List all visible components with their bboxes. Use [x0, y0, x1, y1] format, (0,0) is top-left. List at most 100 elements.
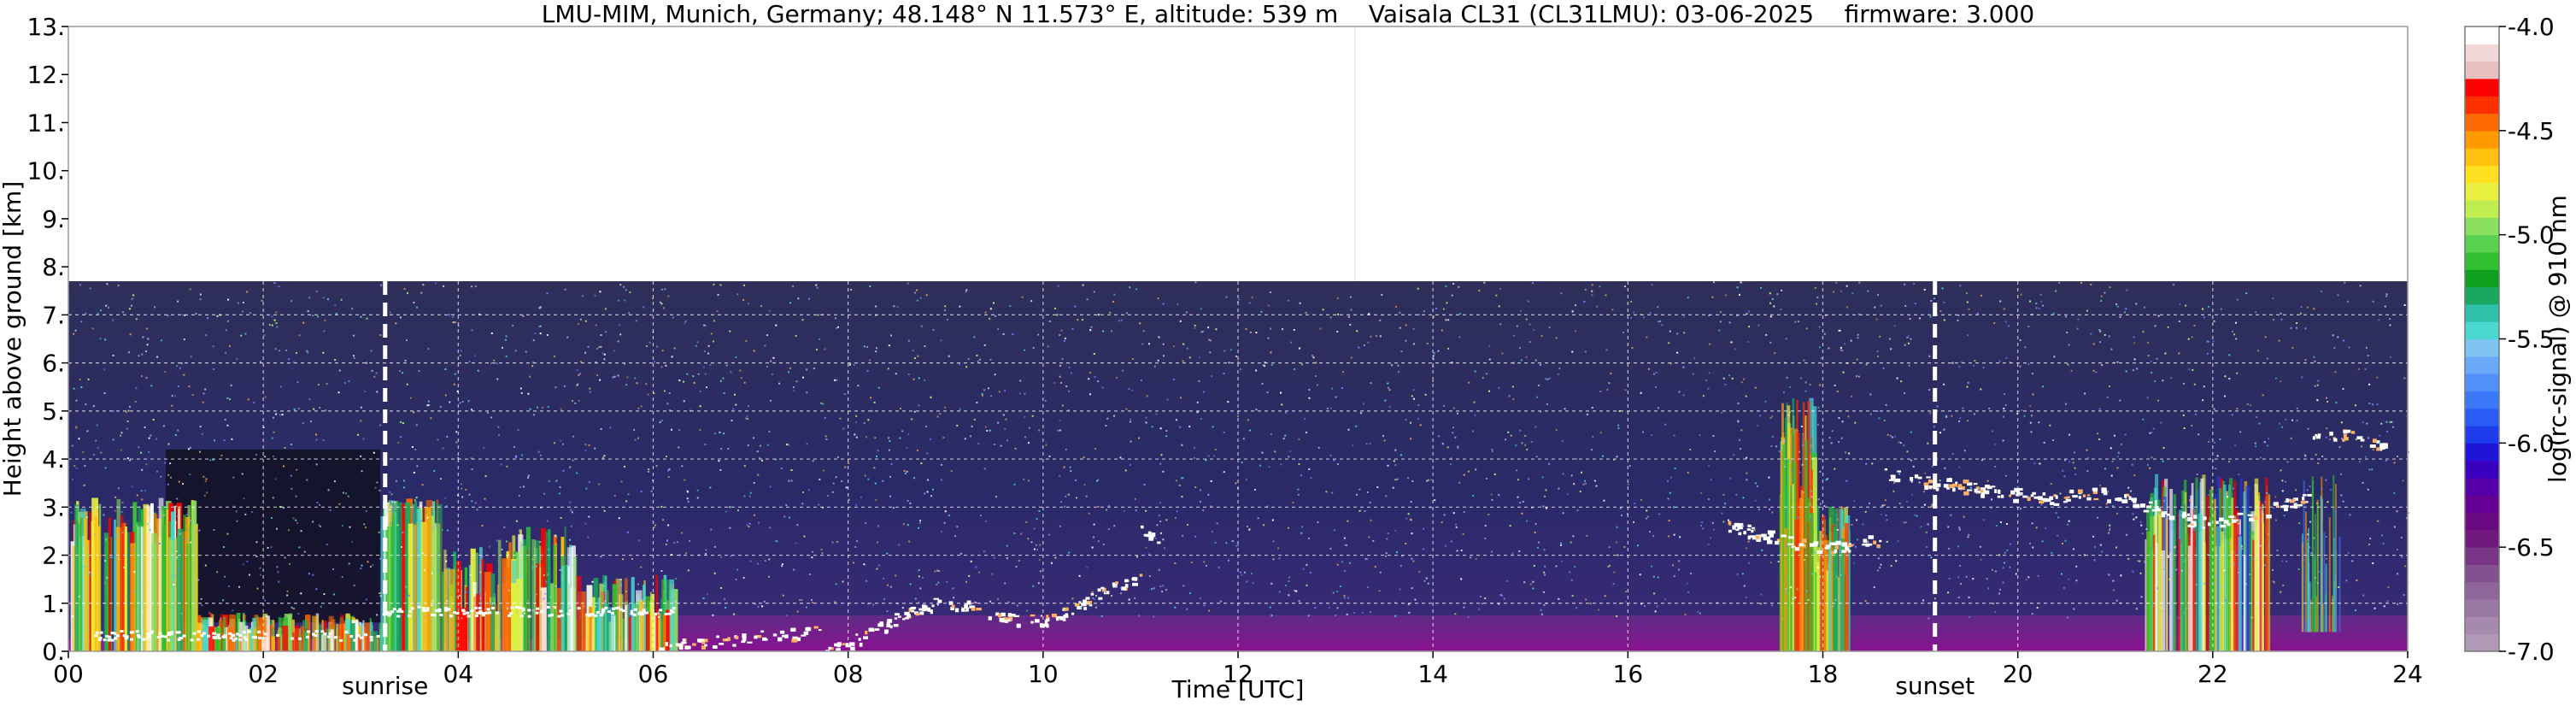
noise-pixel [452, 315, 455, 318]
noise-pixel [1289, 450, 1292, 452]
noise-pixel [1056, 314, 1059, 316]
noise-pixel [546, 292, 549, 295]
noise-pixel [2019, 339, 2021, 342]
noise-pixel [353, 584, 355, 586]
noise-pixel [1748, 310, 1751, 313]
clear-air-patch [166, 449, 381, 623]
noise-pixel [1929, 412, 1932, 415]
noise-pixel [226, 532, 229, 535]
noise-pixel [1669, 476, 1672, 479]
noise-pixel [95, 439, 97, 442]
noise-pixel [522, 315, 525, 317]
noise-pixel [1179, 426, 1182, 428]
cloud-base-speck [1756, 538, 1762, 542]
layer-top-speck [344, 630, 349, 633]
noise-pixel [483, 446, 485, 449]
noise-pixel [177, 429, 179, 432]
noise-pixel [870, 397, 872, 399]
noise-pixel [1610, 373, 1612, 375]
noise-pixel [2064, 539, 2067, 542]
noise-pixel [2092, 535, 2095, 538]
noise-pixel [1012, 615, 1015, 617]
noise-pixel [365, 527, 367, 529]
layer-top-speck [654, 612, 658, 615]
noise-pixel [2180, 569, 2183, 572]
noise-pixel [1786, 376, 1788, 379]
noise-pixel [292, 517, 295, 520]
layer-top-speck [417, 605, 421, 609]
noise-pixel [2151, 432, 2153, 434]
cloud-base-speck [2156, 506, 2159, 510]
noise-pixel [2038, 421, 2040, 424]
noise-pixel [2302, 559, 2304, 562]
noise-pixel [622, 558, 625, 561]
noise-pixel [1534, 426, 1537, 428]
noise-pixel [1306, 431, 1308, 433]
noise-pixel [1392, 486, 1394, 489]
noise-pixel [1543, 603, 1546, 606]
noise-pixel [1036, 549, 1039, 551]
noise-pixel [729, 506, 731, 509]
noise-pixel [2372, 300, 2374, 303]
noise-pixel [1960, 489, 1963, 491]
noise-pixel [1817, 566, 1820, 568]
noise-pixel [875, 499, 877, 502]
noise-pixel [1196, 411, 1199, 414]
noise-pixel [796, 524, 799, 527]
noise-pixel [1742, 525, 1745, 527]
noise-pixel [613, 350, 615, 352]
noise-pixel [1958, 527, 1961, 529]
cloud-base-speck [2300, 500, 2306, 504]
cloud-base-speck [2273, 502, 2279, 506]
cloud-base-speck [1955, 481, 1958, 484]
noise-pixel [2215, 468, 2217, 470]
noise-pixel [1645, 517, 1647, 520]
noise-pixel [937, 581, 940, 584]
noise-pixel [898, 544, 901, 546]
noise-pixel [577, 602, 579, 604]
noise-pixel [180, 612, 183, 615]
low-layer-column [89, 511, 91, 651]
noise-pixel [548, 548, 550, 550]
cloud-base-speck [1846, 549, 1850, 551]
cloud-base-speck [741, 640, 746, 644]
noise-pixel [1422, 548, 1424, 550]
cloud-base-speck [2376, 447, 2380, 451]
noise-pixel [1655, 385, 1658, 388]
noise-pixel [825, 438, 828, 441]
noise-pixel [712, 340, 714, 343]
cloud-base-speck [792, 636, 798, 640]
layer-top-speck [485, 611, 490, 615]
low-layer-column [173, 538, 180, 651]
noise-pixel [153, 532, 155, 534]
noise-pixel [1129, 463, 1131, 466]
noise-pixel [1359, 412, 1362, 415]
noise-pixel [1243, 571, 1246, 574]
cloud-base-speck [679, 645, 684, 650]
noise-pixel [2260, 507, 2262, 509]
noise-pixel [2255, 445, 2257, 448]
low-layer-column [155, 518, 161, 651]
noise-pixel [145, 327, 148, 330]
noise-pixel [801, 491, 804, 493]
noise-pixel [1647, 368, 1650, 370]
noise-pixel [1368, 313, 1370, 315]
colorbar-segment [2465, 234, 2499, 253]
cloud-base-speck [1895, 478, 1901, 483]
noise-pixel [1800, 425, 1803, 427]
noise-pixel [2101, 364, 2104, 367]
evening-column [2178, 539, 2181, 651]
noise-pixel [1722, 493, 1725, 496]
noise-pixel [2063, 586, 2065, 589]
noise-pixel [1533, 328, 1535, 331]
noise-pixel [890, 462, 893, 465]
late-column [2334, 508, 2337, 632]
noise-pixel [1570, 579, 1573, 581]
cloud-base-speck [902, 618, 906, 621]
noise-pixel [960, 606, 963, 609]
noise-pixel [414, 449, 417, 451]
noise-pixel [1540, 335, 1543, 338]
noise-pixel [559, 486, 561, 489]
layer-top-speck [305, 635, 309, 638]
noise-pixel [1182, 343, 1185, 345]
